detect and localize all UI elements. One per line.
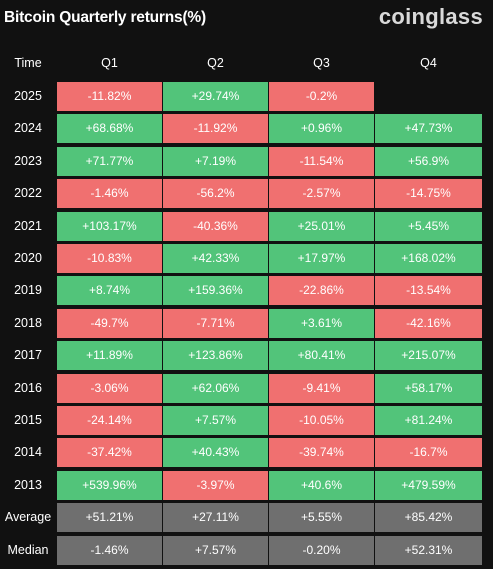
return-cell: +71.77%: [57, 146, 162, 176]
return-cell: -3.97%: [163, 470, 268, 500]
return-cell: -1.46%: [57, 179, 162, 209]
return-cell: -11.54%: [269, 146, 374, 176]
table-row: 2024 +68.68% -11.92% +0.96% +47.73%: [0, 114, 493, 144]
return-cell: +68.68%: [57, 114, 162, 144]
table-row: 2019 +8.74% +159.36% -22.86% -13.54%: [0, 276, 493, 306]
return-cell: +479.59%: [375, 470, 482, 500]
stat-cell: -1.46%: [57, 535, 162, 565]
return-cell: -40.36%: [163, 211, 268, 241]
return-cell: -9.41%: [269, 373, 374, 403]
return-cell: +40.6%: [269, 470, 374, 500]
return-cell: +42.33%: [163, 244, 268, 273]
row-label: 2025: [14, 89, 42, 103]
return-cell: -11.82%: [57, 82, 162, 111]
row-label: 2013: [14, 477, 42, 492]
return-cell: +539.96%: [57, 470, 162, 500]
stat-cell: +7.57%: [163, 535, 268, 565]
return-cell: +5.45%: [375, 211, 482, 241]
row-label: 2015: [14, 413, 42, 427]
stat-cell: +52.31%: [375, 535, 482, 565]
return-cell: +11.89%: [57, 341, 162, 371]
return-cell: +58.17%: [375, 373, 482, 403]
return-cell: -39.74%: [269, 438, 374, 468]
column-header-q1: Q1: [101, 56, 118, 70]
return-cell: -3.06%: [57, 373, 162, 403]
table-row: 2025 -11.82% +29.74% -0.2%: [0, 82, 493, 111]
row-label: 2020: [14, 251, 42, 265]
column-header-q4: Q4: [420, 56, 437, 70]
return-cell: +103.17%: [57, 211, 162, 241]
row-label: Median: [7, 542, 49, 557]
row-label: 2017: [14, 348, 42, 363]
return-cell: -24.14%: [57, 406, 162, 435]
table-row: 2013 +539.96% -3.97% +40.6% +479.59%: [0, 470, 493, 500]
column-header-q3: Q3: [313, 56, 330, 70]
return-cell: +3.61%: [269, 308, 374, 338]
return-cell: +215.07%: [375, 341, 482, 371]
return-cell: +29.74%: [163, 82, 268, 111]
return-cell: +17.97%: [269, 244, 374, 273]
return-cell: +8.74%: [57, 276, 162, 306]
row-label: 2024: [14, 121, 42, 136]
return-cell: +168.02%: [375, 244, 482, 273]
return-cell: +25.01%: [269, 211, 374, 241]
table-row: 2022 -1.46% -56.2% -2.57% -14.75%: [0, 179, 493, 209]
column-header-time: Time: [14, 56, 42, 70]
table-row: 2018 -49.7% -7.71% +3.61% -42.16%: [0, 308, 493, 338]
table-row: 2023 +71.77% +7.19% -11.54% +56.9%: [0, 146, 493, 176]
return-cell: -2.57%: [269, 179, 374, 209]
return-cell: +81.24%: [375, 406, 482, 435]
stat-cell: -0.20%: [269, 535, 374, 565]
return-cell: +159.36%: [163, 276, 268, 306]
return-cell: -10.05%: [269, 406, 374, 435]
row-label: 2014: [14, 445, 42, 460]
stat-cell: +85.42%: [375, 503, 482, 533]
row-label: Average: [4, 510, 52, 525]
row-label: 2022: [14, 186, 42, 201]
return-cell: -16.7%: [375, 438, 482, 468]
row-label: 2016: [14, 380, 42, 395]
return-cell: +62.06%: [163, 373, 268, 403]
return-cell: +7.19%: [163, 146, 268, 176]
stat-cell: +5.55%: [269, 503, 374, 533]
table-row: 2015 -24.14% +7.57% -10.05% +81.24%: [0, 406, 493, 435]
column-header-q2: Q2: [207, 56, 224, 70]
return-cell: -42.16%: [375, 308, 482, 338]
return-cell: -13.54%: [375, 276, 482, 306]
table-row: 2016 -3.06% +62.06% -9.41% +58.17%: [0, 373, 493, 403]
table-row: 2021 +103.17% -40.36% +25.01% +5.45%: [0, 211, 493, 241]
table-row: 2017 +11.89% +123.86% +80.41% +215.07%: [0, 341, 493, 371]
column-header-row: Time Q1 Q2 Q3 Q4: [0, 47, 493, 79]
row-label: 2023: [14, 153, 42, 168]
return-cell: -14.75%: [375, 179, 482, 209]
brand-logo: coinglass: [378, 4, 483, 29]
return-cell: -49.7%: [57, 308, 162, 338]
return-cell: -56.2%: [163, 179, 268, 209]
return-cell: +0.96%: [269, 114, 374, 144]
return-cell: -10.83%: [57, 244, 162, 273]
return-cell: +123.86%: [163, 341, 268, 371]
return-cell: -0.2%: [269, 82, 374, 111]
stat-cell: +27.11%: [163, 503, 268, 533]
table-row: 2014 -37.42% +40.43% -39.74% -16.7%: [0, 438, 493, 468]
return-cell: +40.43%: [163, 438, 268, 468]
return-cell: -11.92%: [163, 114, 268, 144]
table-row: 2020 -10.83% +42.33% +17.97% +168.02%: [0, 244, 493, 273]
row-label: 2019: [14, 283, 42, 298]
return-cell: -22.86%: [269, 276, 374, 306]
return-cell: +80.41%: [269, 341, 374, 371]
row-label: 2018: [14, 315, 42, 330]
table-row: Average +51.21% +27.11% +5.55% +85.42%: [0, 503, 493, 533]
table-row: Median -1.46% +7.57% -0.20% +52.31%: [0, 535, 493, 565]
chart-title: Bitcoin Quarterly returns(%): [4, 9, 206, 26]
return-cell: +47.73%: [375, 114, 482, 144]
row-label: 2021: [14, 218, 42, 233]
return-cell: -37.42%: [57, 438, 162, 468]
return-cell: +56.9%: [375, 146, 482, 176]
return-cell: [375, 82, 482, 111]
return-cell: +7.57%: [163, 406, 268, 435]
return-cell: -7.71%: [163, 308, 268, 338]
stat-cell: +51.21%: [57, 503, 162, 533]
